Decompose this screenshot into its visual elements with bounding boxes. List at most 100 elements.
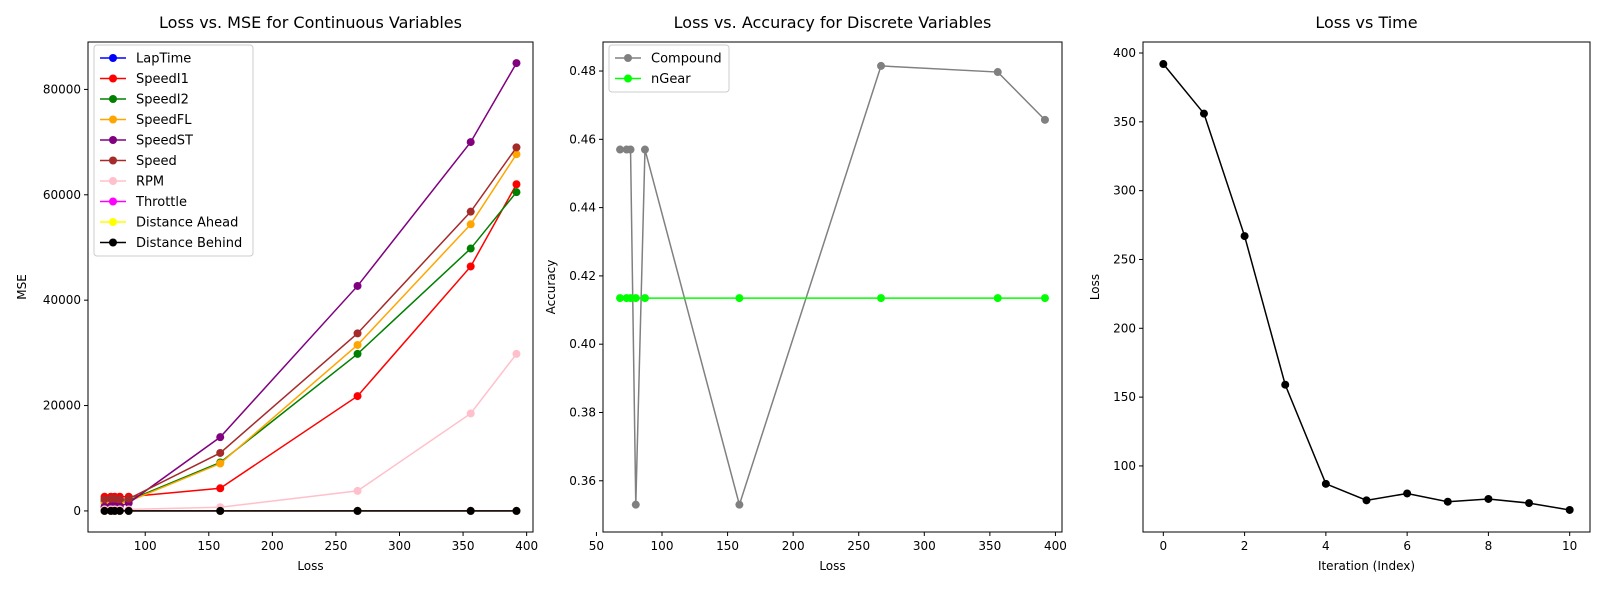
series-loss bbox=[1159, 60, 1574, 514]
plot-frame bbox=[87, 41, 534, 533]
data-point bbox=[353, 340, 362, 349]
x-tick-label: 250 bbox=[847, 539, 870, 553]
series-distance-behind bbox=[100, 506, 521, 515]
data-point bbox=[512, 59, 521, 68]
legend-marker bbox=[109, 238, 117, 247]
legend-marker bbox=[109, 74, 117, 83]
chart-loss-vs-accuracy: Loss vs. Accuracy for Discrete Variables… bbox=[544, 13, 1067, 573]
data-point bbox=[353, 392, 362, 401]
legend-item-speedst: SpeedST bbox=[100, 134, 193, 149]
data-point bbox=[616, 145, 625, 154]
chart-title: Loss vs. MSE for Continuous Variables bbox=[159, 13, 462, 32]
legend-label: Distance Behind bbox=[136, 236, 242, 251]
x-tick-label: 150 bbox=[197, 539, 220, 553]
x-tick-label: 100 bbox=[651, 539, 674, 553]
y-tick-label: 0.48 bbox=[569, 64, 596, 78]
x-tick-label: 2 bbox=[1241, 539, 1249, 553]
x-tick-label: 300 bbox=[388, 539, 411, 553]
legend-item-distance-ahead: Distance Ahead bbox=[100, 216, 238, 231]
legend-marker bbox=[109, 136, 117, 144]
data-point bbox=[993, 68, 1002, 77]
plot-frame bbox=[1142, 41, 1591, 533]
series-compound bbox=[616, 61, 1049, 509]
data-point bbox=[466, 207, 475, 216]
y-tick-label: 0.40 bbox=[569, 337, 596, 351]
legend-marker bbox=[109, 218, 117, 226]
legend-item-compound: Compound bbox=[615, 52, 722, 67]
data-point bbox=[100, 495, 109, 504]
plot-frame bbox=[602, 41, 1063, 533]
y-tick-label: 100 bbox=[1113, 459, 1136, 473]
data-point bbox=[1040, 294, 1049, 303]
legend-item-laptime: LapTime bbox=[100, 52, 191, 67]
data-point bbox=[1321, 479, 1330, 488]
data-point bbox=[1199, 109, 1208, 118]
data-point bbox=[466, 138, 475, 147]
chart-loss-vs-time: Loss vs Time 0 2 4 6 8 10 100 150 200 250 300 350 400… bbox=[1088, 13, 1591, 573]
x-tick-label: 350 bbox=[978, 539, 1001, 553]
y-tick-label: 0.42 bbox=[569, 269, 596, 283]
legend: Compound nGear bbox=[608, 44, 730, 93]
legend-marker bbox=[109, 177, 117, 185]
data-point bbox=[466, 506, 475, 515]
legend-marker bbox=[109, 197, 117, 206]
data-point bbox=[124, 494, 133, 503]
data-point bbox=[100, 506, 109, 515]
legend-label: Compound bbox=[651, 52, 722, 67]
legend-marker bbox=[624, 74, 632, 83]
series-line bbox=[1162, 63, 1570, 511]
y-tick-label: 20000 bbox=[43, 399, 81, 413]
legend-label: Speed bbox=[136, 154, 177, 169]
legend-item-throttle: Throttle bbox=[100, 195, 187, 210]
data-point bbox=[993, 294, 1002, 303]
legend-label: Distance Ahead bbox=[136, 216, 238, 231]
x-tick-label: 200 bbox=[261, 539, 284, 553]
y-tick-label: 0.44 bbox=[569, 201, 596, 215]
y-tick-label: 40000 bbox=[43, 293, 81, 307]
data-point bbox=[1403, 489, 1412, 498]
data-point bbox=[216, 448, 225, 457]
data-point bbox=[216, 484, 225, 493]
data-point bbox=[735, 500, 744, 509]
data-point bbox=[631, 500, 640, 509]
data-point bbox=[640, 145, 649, 154]
data-point bbox=[1281, 380, 1290, 389]
x-tick-label: 300 bbox=[913, 539, 936, 553]
x-tick-label: 200 bbox=[782, 539, 805, 553]
data-point bbox=[512, 143, 521, 152]
legend-item-ngear: nGear bbox=[615, 72, 691, 87]
data-point bbox=[353, 486, 362, 495]
y-tick-label: 0.36 bbox=[569, 474, 596, 488]
legend-marker bbox=[624, 54, 632, 62]
legend-item-rpm: RPM bbox=[100, 175, 164, 190]
series-ngear bbox=[616, 294, 1049, 303]
data-point bbox=[466, 262, 475, 271]
data-point bbox=[1443, 497, 1452, 506]
legend-marker bbox=[109, 95, 117, 103]
x-tick-label: 400 bbox=[515, 539, 538, 553]
x-tick-label: 150 bbox=[716, 539, 739, 553]
data-point bbox=[631, 294, 640, 303]
data-point bbox=[512, 180, 521, 189]
y-tick-label: 250 bbox=[1113, 252, 1136, 266]
y-tick-label: 400 bbox=[1113, 46, 1136, 60]
legend-label: SpeedST bbox=[136, 134, 193, 149]
y-tick-label: 0 bbox=[73, 504, 81, 518]
y-tick-label: 80000 bbox=[43, 82, 81, 96]
data-point bbox=[353, 349, 362, 358]
data-point bbox=[877, 61, 886, 70]
data-point bbox=[626, 145, 635, 154]
y-tick-label: 150 bbox=[1113, 390, 1136, 404]
x-tick-label: 6 bbox=[1403, 539, 1411, 553]
legend-label: SpeedI2 bbox=[136, 93, 189, 108]
series-line bbox=[620, 65, 1046, 508]
data-point bbox=[115, 495, 124, 504]
chart-loss-vs-mse: Loss vs. MSE for Continuous Variables 100… bbox=[15, 13, 538, 573]
legend-marker bbox=[109, 54, 117, 62]
y-axis-label: Loss bbox=[1088, 274, 1102, 300]
legend-item-speedi2: SpeedI2 bbox=[100, 93, 189, 108]
data-point bbox=[1240, 232, 1249, 241]
y-axis-label: MSE bbox=[15, 274, 29, 300]
x-axis-label: Loss bbox=[297, 559, 323, 573]
